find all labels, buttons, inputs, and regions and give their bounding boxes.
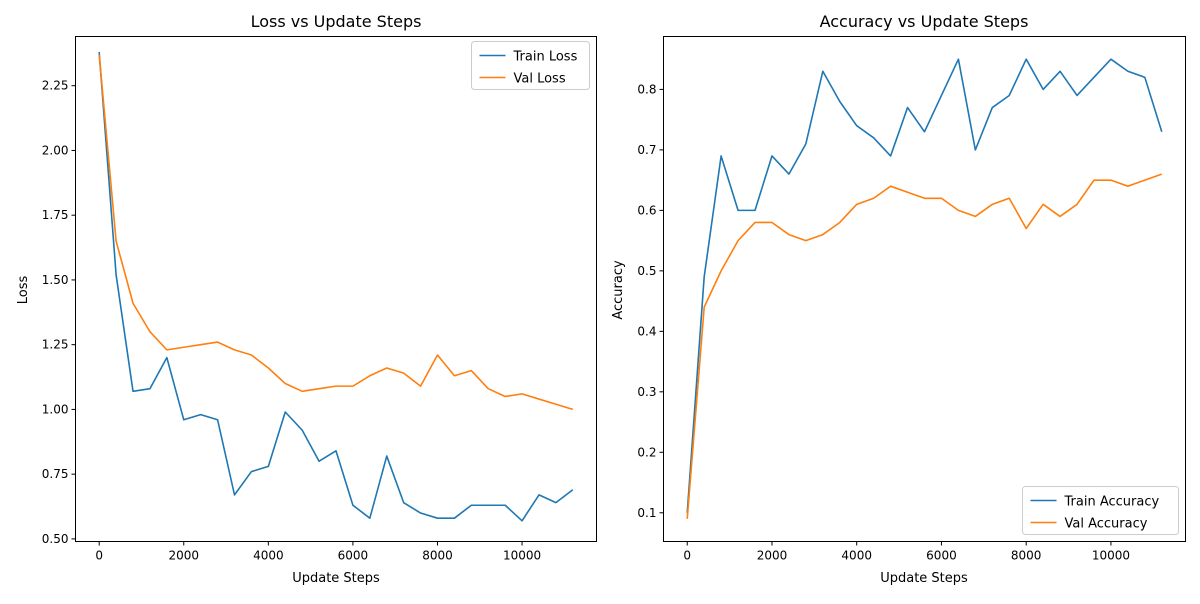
accuracy-chart-title: Accuracy vs Update Steps (820, 12, 1029, 31)
loss-chart-x-axis-label: Update Steps (292, 571, 380, 586)
loss-chart-x-tick-label: 10000 (503, 549, 541, 563)
loss-chart-legend: Train Loss Val Loss (471, 41, 590, 90)
loss-chart-legend-label-val-loss: Val Loss (514, 72, 566, 87)
accuracy-chart-y-tick-label: 0.1 (637, 506, 656, 520)
loss-chart-y-tick-label: 1.25 (42, 338, 69, 352)
accuracy-chart-y-tick-label: 0.8 (637, 82, 656, 96)
accuracy-chart-legend-label-val-accuracy: Val Accuracy (1065, 517, 1148, 532)
accuracy-chart-x-tick-label: 6000 (926, 549, 957, 563)
loss-chart-series-val-loss (98, 54, 574, 411)
loss-chart-series-train-loss (98, 51, 574, 522)
loss-chart-x-tick-label: 6000 (338, 549, 369, 563)
accuracy-chart-series-val-accuracy (686, 173, 1163, 519)
accuracy-chart-x-tick-label: 2000 (757, 549, 788, 563)
accuracy-chart-x-tick-label: 0 (683, 549, 691, 563)
loss-chart-y-tick-label: 1.50 (42, 273, 69, 287)
loss-chart-y-tick-label: 2.25 (42, 79, 69, 93)
accuracy-chart-x-axis-label: Update Steps (880, 571, 968, 586)
loss-chart-y-tick-label: 0.75 (42, 467, 69, 481)
accuracy-chart-y-tick-label: 0.5 (637, 264, 656, 278)
accuracy-chart-y-tick-label: 0.4 (637, 324, 656, 338)
loss-chart-y-tick-label: 1.00 (42, 402, 69, 416)
loss-chart: Loss vs Update Steps Update Steps Loss 0… (16, 12, 597, 586)
loss-chart-ticks: 0 2000 4000 6000 8000 10000 0.50 0.75 1.00 1.25 1.… (42, 79, 541, 563)
loss-chart-y-tick-label: 0.50 (42, 532, 69, 546)
accuracy-chart-y-tick-label: 0.6 (637, 203, 656, 217)
loss-chart-title: Loss vs Update Steps (251, 12, 422, 31)
loss-chart-legend-label-train-loss: Train Loss (513, 50, 578, 65)
loss-chart-x-tick-label: 0 (95, 549, 103, 563)
accuracy-chart-legend-box (1022, 486, 1179, 535)
loss-chart-y-axis-label: Loss (16, 276, 31, 305)
accuracy-chart-legend-label-train-accuracy: Train Accuracy (1064, 495, 1160, 510)
accuracy-chart-legend: Train Accuracy Val Accuracy (1022, 486, 1179, 535)
accuracy-chart-x-tick-label: 10000 (1092, 549, 1130, 563)
accuracy-chart-axes-frame (663, 36, 1186, 542)
accuracy-chart-y-tick-label: 0.2 (637, 445, 656, 459)
accuracy-chart-ticks: 0 2000 4000 6000 8000 10000 0.1 0.2 0.3 0.4 0.5 0.6… (637, 82, 1130, 562)
loss-chart-x-tick-label: 4000 (253, 549, 284, 563)
accuracy-chart-series-train-accuracy (686, 58, 1163, 513)
loss-chart-series-lines (98, 51, 574, 522)
accuracy-chart-series-lines (686, 58, 1163, 519)
accuracy-chart-y-tick-label: 0.7 (637, 143, 656, 157)
loss-chart-axes-frame (75, 36, 597, 542)
loss-chart-y-tick-label: 2.00 (42, 143, 69, 157)
loss-chart-x-tick-label: 2000 (168, 549, 199, 563)
accuracy-chart-y-axis-label: Accuracy (611, 260, 626, 320)
accuracy-chart-x-tick-label: 8000 (1011, 549, 1042, 563)
loss-chart-y-tick-label: 1.75 (42, 208, 69, 222)
accuracy-chart-y-tick-label: 0.3 (637, 385, 656, 399)
accuracy-chart: Accuracy vs Update Steps Update Steps Ac… (611, 12, 1186, 586)
loss-chart-x-tick-label: 8000 (422, 549, 453, 563)
accuracy-chart-x-tick-label: 4000 (841, 549, 872, 563)
